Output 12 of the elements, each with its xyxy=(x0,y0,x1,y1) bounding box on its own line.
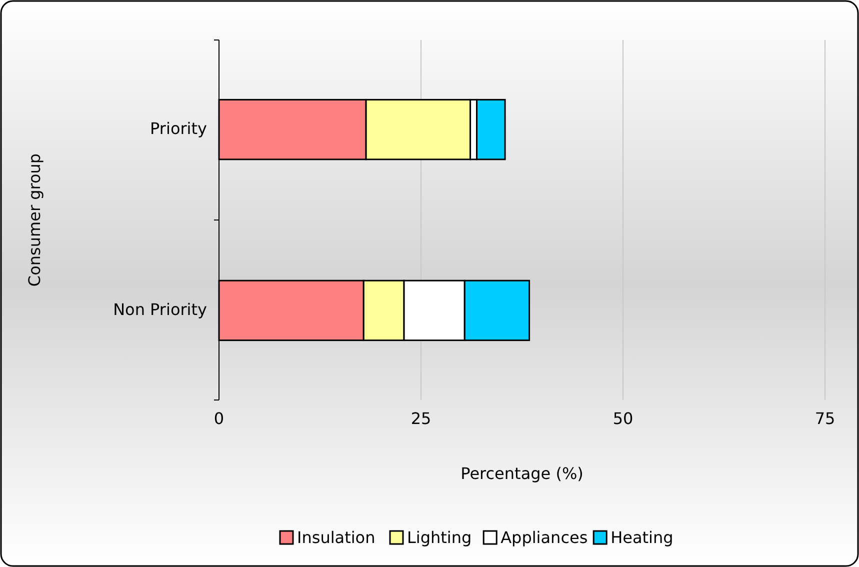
legend-label: Heating xyxy=(610,528,674,547)
x-tick-label: 50 xyxy=(612,409,634,428)
y-tick-label: Priority xyxy=(150,118,207,138)
x-axis-title: Percentage (%) xyxy=(460,464,584,483)
x-tick-label: 25 xyxy=(410,409,432,428)
legend-label: Lighting xyxy=(407,528,472,547)
x-tick-label: 75 xyxy=(814,409,836,428)
y-tick-label: Non Priority xyxy=(113,300,207,319)
x-tick-label: 0 xyxy=(214,409,224,428)
y-axis-title: Consumer group xyxy=(25,153,44,287)
legend-label: Insulation xyxy=(297,528,376,547)
legend-label: Appliances xyxy=(500,528,588,547)
